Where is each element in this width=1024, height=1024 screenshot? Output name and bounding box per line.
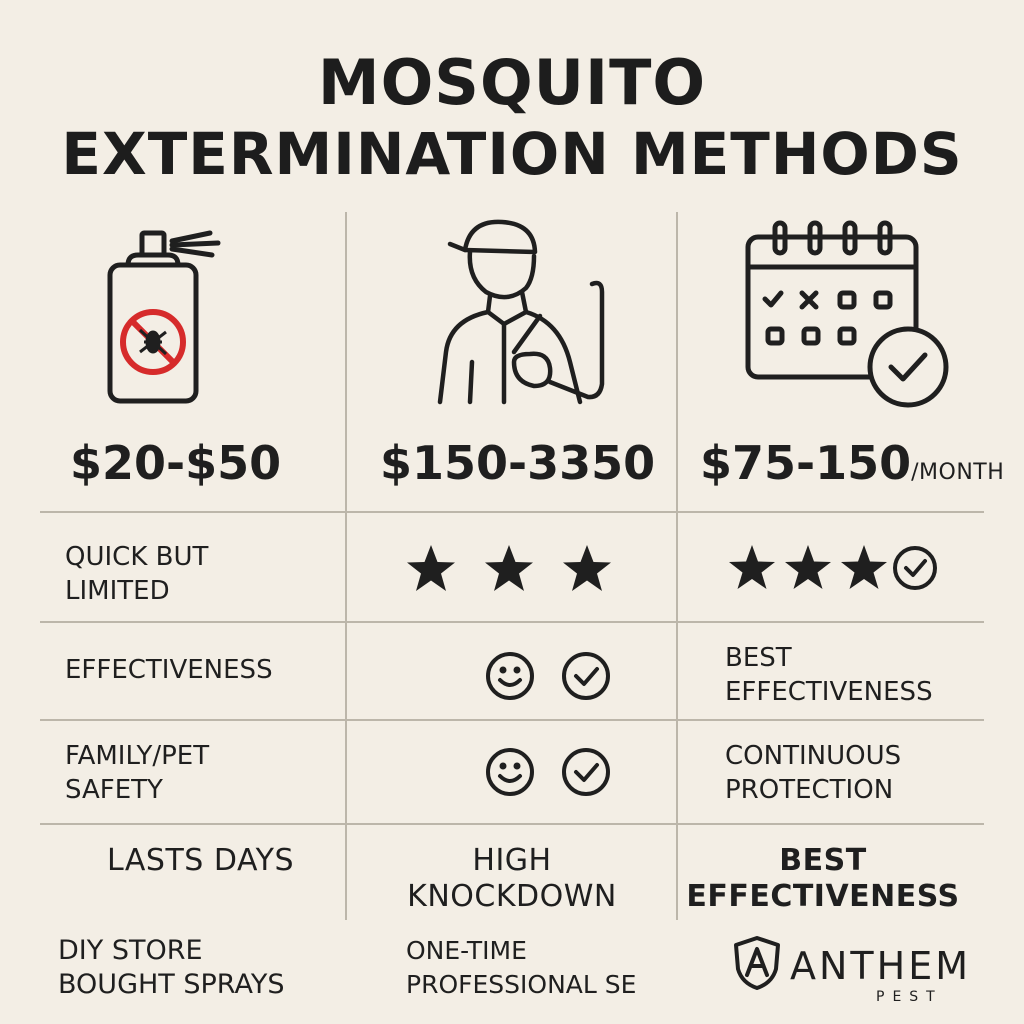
shield-a-logo-icon [732,935,782,991]
footer-col1-label: DIY STORE BOUGHT SPRAYS [58,935,285,1000]
smiley-icon [486,748,534,796]
check-circle-icon [562,748,610,796]
row3-col2-icons [485,746,615,798]
row3-col1-text: FAMILY/PET SAFETY [65,741,210,805]
price-unit: /MONTH [911,460,1005,485]
column-divider-1 [345,212,347,920]
row-divider-1 [40,511,984,513]
row3-col3-text: CONTINUOUS PROTECTION [725,741,902,805]
star-icon [407,545,455,591]
spray-can-no-mosquito-icon [100,225,240,410]
star-icon [785,545,831,589]
page-title-line1: MOSQUITO [317,46,707,119]
star-icon [729,545,775,589]
row4-col1-text: LASTS DAYS [107,843,295,878]
star-icon [841,545,887,589]
row2-col1-text: EFFECTIVENESS [65,655,273,685]
row1-col2-rating [405,543,615,595]
calendar-check-icon [740,215,955,410]
row4-col2-text: HIGH KNOCKDOWN [407,843,617,914]
check-circle-icon [562,652,610,700]
row-divider-4 [40,823,984,825]
brand-name: ANTHEM [790,944,972,988]
check-circle-icon [893,546,937,590]
footer-col2-label: ONE-TIME PROFESSIONAL SE [406,936,637,999]
row-divider-3 [40,719,984,721]
page-title-line2: EXTERMINATION METHODS [61,120,963,188]
row2-col3-text: BEST EFFECTIVENESS [725,643,933,707]
column-divider-2 [676,212,678,920]
row4-col3-text: BEST EFFECTIVENESS [686,843,960,914]
technician-with-sprayer-icon [430,212,620,407]
brand-subtitle: PEST [876,989,943,1005]
price-col3: $75-150/MONTH [700,436,1005,490]
row1-col1-text: QUICK BUT LIMITED [65,542,209,606]
price-col2: $150-3350 [380,436,656,490]
row2-col2-icons [485,650,615,702]
star-icon [485,545,533,591]
row1-col3-rating [728,543,943,595]
star-icon [563,545,611,591]
price-col1: $20-$50 [70,436,282,490]
smiley-icon [486,652,534,700]
row-divider-2 [40,621,984,623]
